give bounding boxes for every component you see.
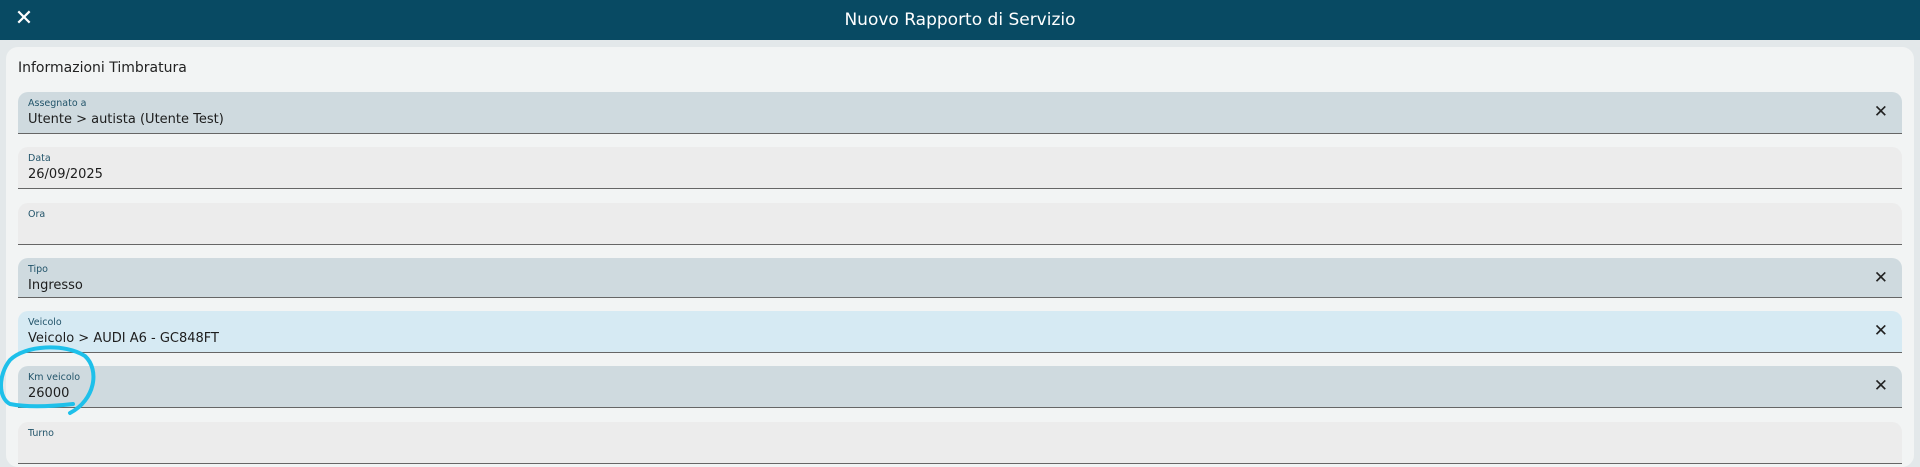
section-title: Informazioni Timbratura [18, 60, 187, 76]
form-card: Informazioni Timbratura Assegnato a Uten… [6, 47, 1914, 467]
vehicle-km-field[interactable]: Km veicolo 26000 ✕ [18, 366, 1902, 408]
clear-icon[interactable]: ✕ [1873, 376, 1888, 396]
clear-icon[interactable]: ✕ [1873, 102, 1888, 122]
field-label: Ora [28, 209, 46, 220]
field-label: Veicolo [28, 317, 62, 328]
type-field[interactable]: Tipo Ingresso ✕ [18, 258, 1902, 298]
field-value: Veicolo > AUDI A6 - GC848FT [28, 331, 219, 346]
field-value: Ingresso [28, 278, 83, 293]
page-title: Nuovo Rapporto di Servizio [844, 10, 1076, 30]
date-field[interactable]: Data 26/09/2025 [18, 147, 1902, 189]
vehicle-field[interactable]: Veicolo Veicolo > AUDI A6 - GC848FT ✕ [18, 311, 1902, 353]
field-label: Data [28, 153, 51, 164]
shift-field[interactable]: Turno [18, 422, 1902, 464]
field-label: Turno [28, 428, 54, 439]
field-label: Tipo [28, 264, 48, 275]
assigned-to-field[interactable]: Assegnato a Utente > autista (Utente Tes… [18, 92, 1902, 134]
clear-icon[interactable]: ✕ [1873, 268, 1888, 288]
field-label: Km veicolo [28, 372, 81, 383]
field-value: Utente > autista (Utente Test) [28, 112, 224, 127]
close-icon[interactable]: ✕ [14, 6, 34, 31]
time-field[interactable]: Ora [18, 203, 1902, 245]
field-value: 26000 [28, 386, 70, 401]
clear-icon[interactable]: ✕ [1873, 321, 1888, 341]
top-bar: ✕ Nuovo Rapporto di Servizio [0, 0, 1920, 40]
field-value: 26/09/2025 [28, 167, 103, 182]
field-label: Assegnato a [28, 98, 87, 109]
